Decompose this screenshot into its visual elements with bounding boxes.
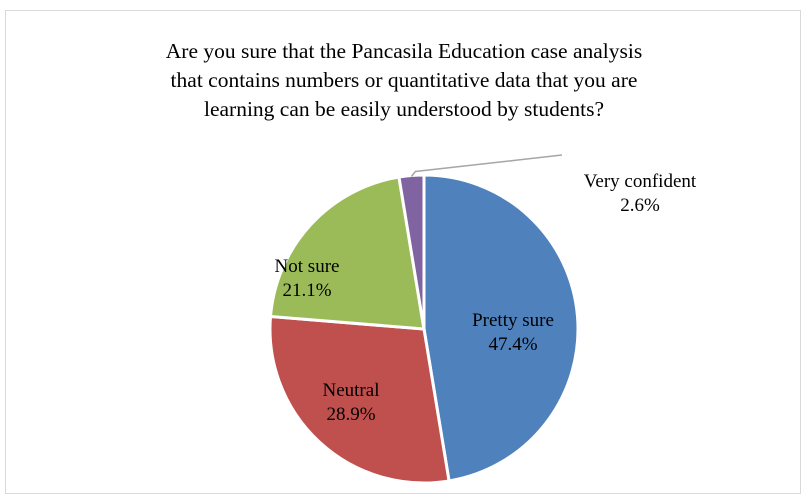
pie-slice-neutral — [268, 314, 451, 485]
pie-slice-not-sure — [268, 175, 426, 331]
slice-label-not-sure: Not sure — [275, 256, 340, 277]
slice-label-neutral: Neutral — [323, 380, 380, 401]
chart-title-line-3: learning can be easily understood by stu… — [203, 97, 605, 121]
chart-title-line-2: that contains numbers or quantitative da… — [170, 68, 638, 92]
slice-value-very-confident: 2.6% — [620, 195, 660, 216]
chart-title: Are you sure that the Pancasila Educatio… — [0, 37, 808, 124]
slice-value-not-sure: 21.1% — [282, 280, 331, 301]
slice-value-neutral: 28.9% — [326, 404, 375, 425]
chart-title-line-1: Are you sure that the Pancasila Educatio… — [165, 39, 643, 63]
slice-label-very-confident: Very confident — [584, 171, 697, 192]
pie-slice-pretty-sure — [422, 173, 580, 483]
slice-label-pretty-sure: Pretty sure — [472, 310, 554, 331]
leader-line — [410, 154, 563, 177]
slice-value-pretty-sure: 47.4% — [488, 334, 537, 355]
